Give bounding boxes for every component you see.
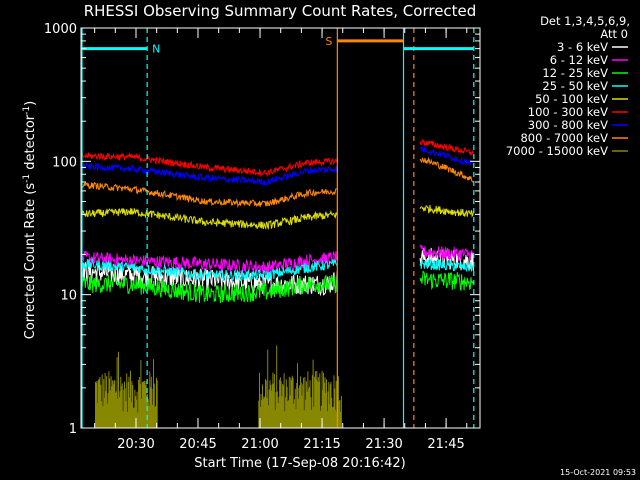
trace-5-seg-0 bbox=[80, 152, 338, 178]
x-tick-label-5: 21:45 bbox=[427, 437, 464, 452]
legend-label-7: 800 - 7000 keV bbox=[520, 131, 608, 145]
axes: 1 10 100 1000 20:30 20:45 21:00 21:15 21:30 21:45 bbox=[44, 22, 481, 452]
trace-3-seg-1 bbox=[419, 259, 474, 273]
y-axis-label-part-1: -1 bbox=[22, 174, 32, 183]
x-tick-label-1: 20:45 bbox=[179, 437, 216, 452]
y-axis-label-part-2: detector bbox=[23, 114, 38, 174]
legend-label-3: 25 - 50 keV bbox=[542, 79, 608, 93]
legend-label-5: 100 - 300 keV bbox=[528, 105, 608, 119]
trace-7-seg-1 bbox=[419, 156, 474, 183]
legend-label-1: 6 - 12 keV bbox=[550, 53, 608, 67]
y-tick-label-3: 1000 bbox=[44, 22, 77, 37]
x-tick-label-2: 21:00 bbox=[241, 437, 278, 452]
trace-2-seg-0 bbox=[80, 273, 338, 303]
trace-2-seg-1 bbox=[419, 270, 474, 292]
legend-label-6: 300 - 800 keV bbox=[528, 118, 608, 132]
olive-block-0 bbox=[95, 351, 158, 428]
trace-3-seg-0 bbox=[80, 257, 338, 282]
olive-block-1 bbox=[258, 345, 342, 428]
y-tick-label-0: 1 bbox=[69, 422, 77, 437]
plot-area: NS bbox=[80, 28, 475, 428]
footer-timestamp: 15-Oct-2021 09:53 bbox=[560, 468, 636, 477]
x-axis-label: Start Time (17-Sep-08 20:16:42) bbox=[194, 456, 405, 471]
trace-7-seg-0 bbox=[80, 181, 338, 208]
legend-label-4: 50 - 100 keV bbox=[535, 92, 608, 106]
y-axis-label-part-4: ) bbox=[23, 101, 38, 106]
legend-label-8: 7000 - 15000 keV bbox=[506, 144, 608, 158]
trace-4-seg-0 bbox=[80, 208, 338, 231]
x-tick-label-0: 20:30 bbox=[117, 437, 154, 452]
legend-header-line-1: Det 1,3,4,5,6,9, bbox=[540, 14, 630, 28]
chart-title: RHESSI Observing Summary Count Rates, Co… bbox=[84, 2, 477, 20]
y-tick-label-2: 100 bbox=[52, 155, 77, 170]
flag-label-1: S bbox=[325, 35, 332, 48]
trace-6-seg-0 bbox=[80, 161, 338, 187]
legend-header-line-2: Att 0 bbox=[600, 27, 628, 41]
y-axis-label-part-0: Corrected Count Rate (s bbox=[23, 183, 38, 340]
legend-label-0: 3 - 6 keV bbox=[557, 40, 608, 54]
trace-5-seg-1 bbox=[419, 139, 474, 156]
trace-1-seg-1 bbox=[419, 244, 474, 261]
x-tick-label-4: 21:30 bbox=[365, 437, 402, 452]
flag-label-0: N bbox=[152, 43, 160, 56]
trace-4-seg-1 bbox=[419, 204, 474, 218]
x-tick-label-3: 21:15 bbox=[303, 437, 340, 452]
y-tick-label-1: 10 bbox=[60, 289, 77, 304]
legend-label-2: 12 - 25 keV bbox=[542, 66, 608, 80]
y-axis-label-part-3: -1 bbox=[22, 106, 32, 115]
trace-1-seg-0 bbox=[80, 250, 338, 275]
trace-6-seg-1 bbox=[419, 146, 474, 166]
y-axis-label: Corrected Count Rate (s-1 detector-1) bbox=[22, 101, 38, 339]
